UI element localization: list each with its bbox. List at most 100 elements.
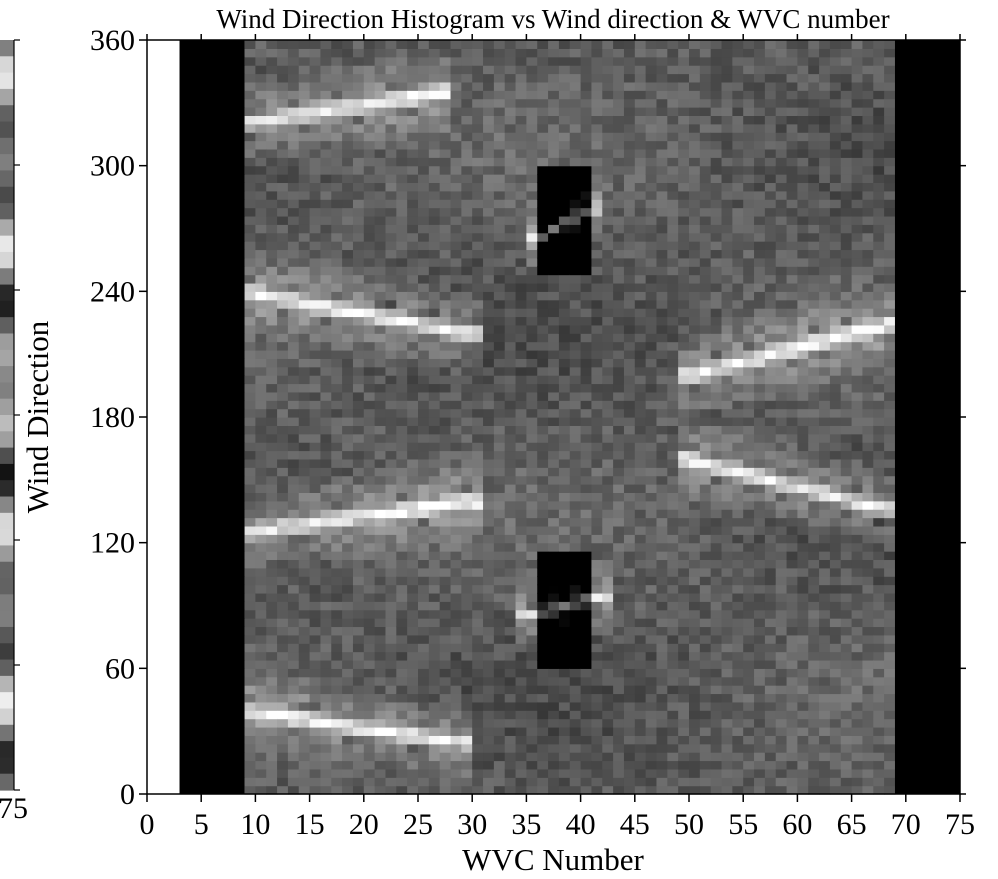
- heatmap-cell: [537, 199, 549, 209]
- heatmap-cell: [385, 659, 397, 669]
- heatmap-cell: [591, 626, 603, 636]
- heatmap-cell: [786, 316, 798, 326]
- colorbar-segment: [0, 349, 14, 367]
- colorbar-segment: [0, 463, 14, 481]
- heatmap-cell: [418, 224, 430, 234]
- heatmap-cell: [667, 525, 679, 535]
- heatmap-cell: [732, 592, 744, 602]
- heatmap-cell: [309, 199, 322, 209]
- heatmap-cell: [764, 484, 777, 493]
- heatmap-cell: [580, 718, 593, 728]
- heatmap-cell: [255, 123, 267, 133]
- heatmap-cell: [656, 366, 668, 376]
- heatmap-cell: [699, 760, 712, 770]
- heatmap-cell: [298, 643, 311, 653]
- heatmap-cell: [591, 400, 603, 410]
- heatmap-cell: [472, 551, 484, 561]
- heatmap-cell: [342, 215, 354, 225]
- heatmap-cell: [266, 484, 278, 493]
- heatmap-cell: [678, 592, 690, 602]
- heatmap-cell: [428, 199, 441, 209]
- heatmap-cell: [515, 601, 527, 611]
- heatmap-cell: [548, 601, 560, 611]
- heatmap-cell: [277, 308, 289, 318]
- heatmap-cell: [472, 668, 484, 678]
- heatmap-cell: [743, 56, 755, 66]
- heatmap-cell: [363, 241, 376, 251]
- heatmap-cell: [450, 249, 462, 259]
- heatmap-cell: [689, 207, 701, 217]
- heatmap-cell: [591, 500, 603, 510]
- heatmap-cell: [407, 425, 419, 435]
- heatmap-cell: [374, 668, 387, 678]
- heatmap-cell: [428, 752, 441, 762]
- heatmap-cell: [808, 768, 820, 778]
- heatmap-cell: [331, 349, 343, 359]
- heatmap-cell: [634, 500, 647, 510]
- heatmap-cell: [678, 224, 690, 234]
- heatmap-cell: [266, 517, 278, 527]
- heatmap-cell: [667, 484, 679, 493]
- heatmap-cell: [396, 291, 408, 301]
- heatmap-cell: [320, 132, 332, 142]
- heatmap-cell: [277, 693, 289, 703]
- heatmap-cell: [385, 266, 397, 276]
- heatmap-cell: [580, 308, 593, 318]
- heatmap-cell: [623, 433, 636, 443]
- heatmap-cell: [493, 266, 506, 276]
- heatmap-cell: [472, 735, 484, 745]
- heatmap-cell: [298, 190, 311, 200]
- heatmap-cell: [764, 433, 777, 443]
- heatmap-cell: [472, 215, 484, 225]
- heatmap-cell: [244, 274, 256, 284]
- heatmap-cell: [591, 710, 603, 720]
- heatmap-cell: [743, 391, 755, 401]
- heatmap-cell: [591, 123, 603, 133]
- heatmap-cell: [613, 73, 625, 83]
- heatmap-cell: [385, 81, 397, 91]
- heatmap-cell: [493, 634, 506, 644]
- heatmap-cell: [418, 659, 430, 669]
- colorbar-segment: [0, 317, 14, 335]
- heatmap-cell: [591, 551, 603, 561]
- heatmap-cell: [558, 685, 571, 695]
- heatmap-cell: [472, 433, 484, 443]
- heatmap-cell: [786, 199, 798, 209]
- heatmap-cell: [819, 98, 831, 108]
- heatmap-cell: [450, 190, 462, 200]
- heatmap-cell: [320, 274, 332, 284]
- heatmap-cell: [667, 165, 679, 175]
- heatmap-cell: [461, 408, 473, 418]
- heatmap-cell: [298, 710, 311, 720]
- heatmap-cell: [439, 48, 452, 58]
- heatmap-cell: [287, 333, 300, 343]
- heatmap-cell: [623, 182, 636, 192]
- heatmap-cell: [287, 618, 300, 628]
- heatmap-cell: [689, 601, 701, 611]
- heatmap-cell: [374, 659, 387, 669]
- heatmap-cell: [721, 417, 733, 426]
- heatmap-cell: [407, 90, 419, 100]
- heatmap-cell: [602, 668, 614, 678]
- heatmap-cell: [363, 517, 376, 527]
- heatmap-cell: [819, 609, 831, 619]
- heatmap-cell: [526, 73, 538, 83]
- colorbar-segment: [0, 137, 14, 155]
- heatmap-cell: [526, 525, 538, 535]
- heatmap-cell: [689, 433, 701, 443]
- heatmap-cell: [363, 123, 376, 133]
- heatmap-cell: [374, 408, 387, 418]
- heatmap-cell: [352, 98, 365, 108]
- heatmap-cell: [342, 710, 354, 720]
- heatmap-cell: [613, 509, 625, 519]
- heatmap-cell: [537, 182, 549, 192]
- heatmap-cell: [569, 174, 582, 184]
- heatmap-cell: [689, 282, 701, 292]
- heatmap-cell: [743, 458, 755, 468]
- heatmap-cell: [439, 576, 452, 586]
- heatmap-cell: [515, 73, 527, 83]
- heatmap-cell: [287, 592, 300, 602]
- heatmap-cell: [450, 366, 462, 376]
- heatmap-cell: [352, 517, 365, 527]
- heatmap-cell: [808, 182, 820, 192]
